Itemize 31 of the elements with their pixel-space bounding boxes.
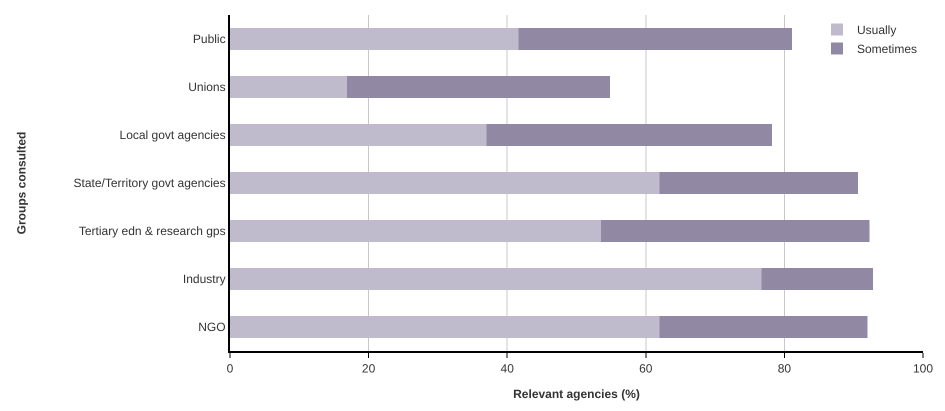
y-tick-label: NGO <box>198 320 226 334</box>
x-tick-label: 60 <box>639 361 653 376</box>
y-tick-label: Public <box>192 32 226 46</box>
y-tick-label: Local govt agencies <box>120 128 226 142</box>
x-tick-label: 40 <box>500 361 514 376</box>
bar <box>230 76 348 98</box>
x-tick-label: 20 <box>362 361 376 376</box>
bar <box>518 28 792 50</box>
x-tick-label: 80 <box>778 361 792 376</box>
bar <box>347 76 610 98</box>
bar <box>600 220 870 242</box>
bar <box>230 124 486 146</box>
bar <box>230 220 601 242</box>
bar <box>230 268 762 290</box>
bar <box>230 316 660 338</box>
y-tick-label: Tertiary edn & research gps <box>78 224 226 238</box>
bar <box>486 124 772 146</box>
y-tick-label: State/Territory govt agencies <box>74 176 226 190</box>
y-tick-label: Industry <box>182 272 226 286</box>
bar <box>660 316 868 338</box>
bar <box>660 172 858 194</box>
bar <box>230 172 660 194</box>
bar <box>762 268 874 290</box>
x-tick-label: 0 <box>226 361 234 376</box>
legend-label: Sometimes <box>857 42 918 56</box>
x-tick-label: 100 <box>912 361 934 376</box>
legend-label: Usually <box>857 23 896 38</box>
x-axis-title: Relevant agencies (%) <box>513 386 640 401</box>
y-axis-title: Groups consulted <box>14 132 28 234</box>
bar <box>230 28 518 50</box>
y-tick-label: Unions <box>188 80 226 94</box>
